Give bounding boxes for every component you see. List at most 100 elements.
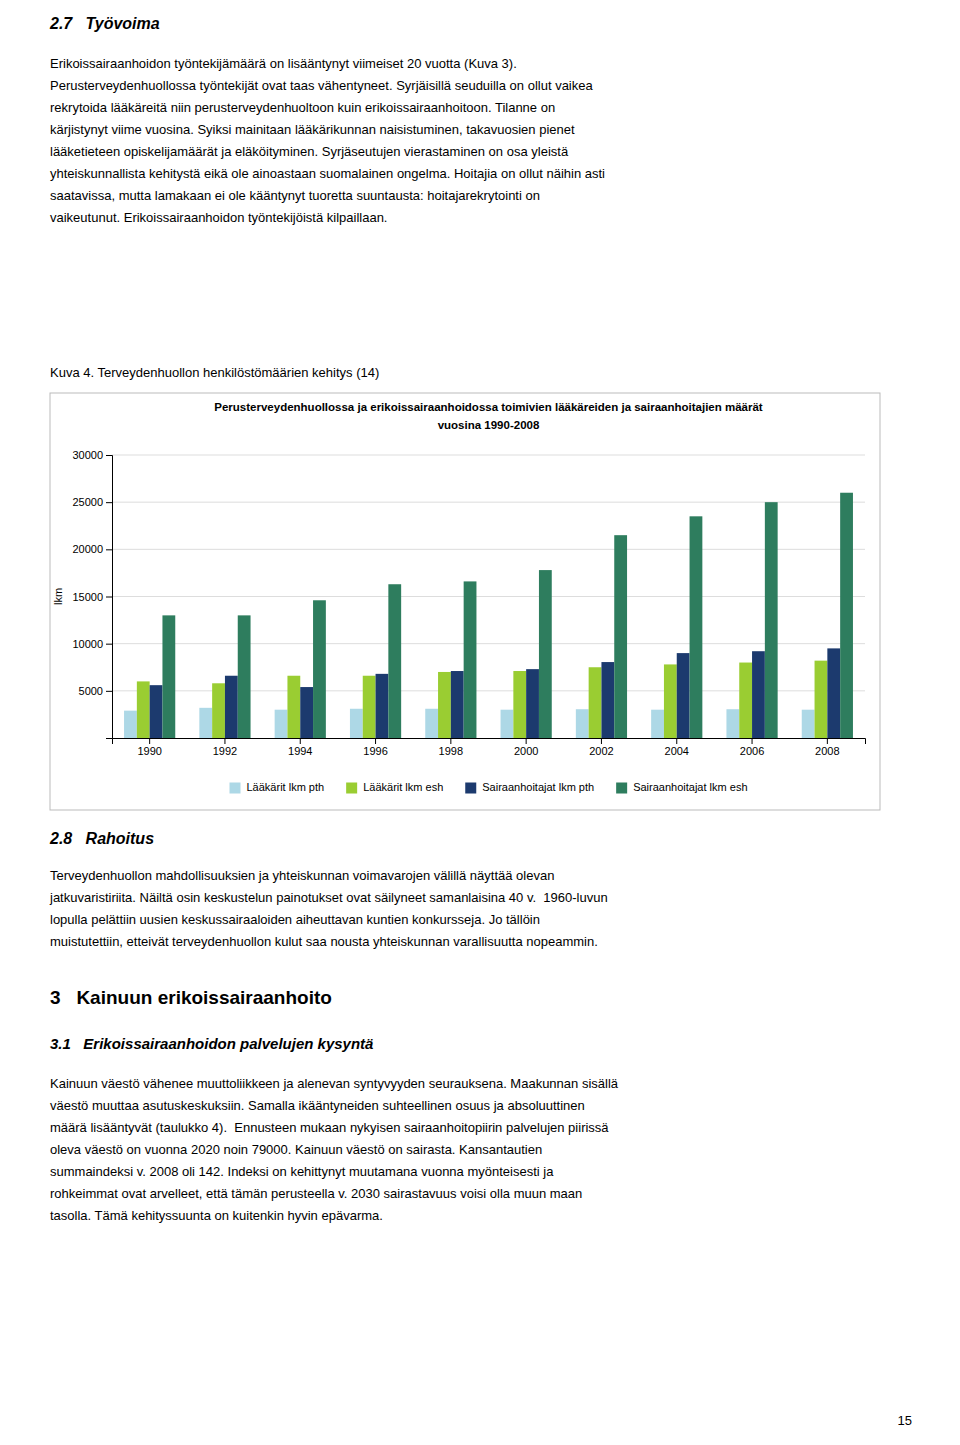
body-text: saatavissa, mutta lamakaan ei ole käänty… (50, 188, 540, 203)
x-tick: 1992 (213, 738, 237, 757)
bar (363, 676, 376, 738)
body-text: Terveydenhuollon mahdollisuuksien ja yht… (50, 868, 554, 883)
bar (350, 709, 363, 738)
bar (225, 676, 238, 738)
legend: Lääkärit lkm pth Lääkärit lkm esh Sairaanh… (230, 781, 748, 794)
bar (827, 648, 840, 738)
bar (614, 535, 627, 738)
body-text: oleva väestö on vuonna 2020 noin 79000. … (50, 1142, 542, 1157)
bar (212, 683, 225, 738)
grid-line (112, 549, 865, 550)
bar (199, 708, 212, 738)
grid-line (112, 502, 865, 503)
bar (752, 651, 765, 738)
legend-swatch (230, 783, 241, 794)
bar (275, 710, 288, 738)
x-tick: 1990 (137, 738, 161, 757)
bar (576, 709, 589, 738)
figure-caption: Kuva 4. Terveydenhuollon henkilöstömääri… (50, 365, 379, 380)
page-number: 15 (898, 1413, 912, 1428)
bar (137, 681, 150, 738)
legend-item: Lääkärit lkm esh (346, 781, 443, 794)
bar (287, 676, 300, 738)
bar (589, 667, 602, 738)
x-axis-line (113, 739, 866, 745)
x-tick-mark (752, 738, 753, 744)
y-tick: 10000 (72, 638, 112, 650)
body-text: muistutettiin, etteivät terveydenhuollon… (50, 934, 598, 949)
y-tick-label: 30000 (72, 449, 103, 461)
bar (651, 710, 664, 738)
x-tick-mark (526, 738, 527, 744)
bar (238, 615, 251, 738)
x-tick-label: 2006 (740, 745, 764, 757)
chart-title: Perusterveydenhuollossa ja erikoissairaa… (214, 401, 763, 413)
legend-label: Lääkärit lkm pth (247, 781, 325, 793)
x-tick: 2004 (665, 738, 689, 757)
x-tick-mark (450, 738, 451, 744)
grid-line (112, 643, 865, 644)
bar (664, 664, 677, 738)
x-axis: 1990 1992 1994 1996 1998 2000 2002 2004 2006 2008 (113, 738, 866, 757)
legend-label: Lääkärit lkm esh (363, 781, 443, 793)
section-heading: 2.8 Rahoitus (49, 830, 154, 847)
x-tick: 1998 (439, 738, 463, 757)
x-tick-label: 1990 (137, 745, 161, 757)
x-tick-label: 2002 (589, 745, 613, 757)
x-tick-label: 2004 (665, 745, 689, 757)
legend-item: Lääkärit lkm pth (230, 781, 325, 794)
body-text: vaikeutunut. Erikoissairaanhoidon työnte… (50, 210, 387, 225)
bar (124, 711, 137, 738)
x-tick: 2006 (740, 738, 764, 757)
section-heading: 2.7 Työvoima (49, 15, 160, 32)
x-tick: 1996 (363, 738, 387, 757)
x-tick-label: 1994 (288, 745, 312, 757)
body-text: Perusterveydenhuollossa työntekijät ovat… (50, 78, 593, 93)
x-tick-mark (676, 738, 677, 744)
body-text: Kainuun väestö vähenee muuttoliikkeen ja… (50, 1076, 619, 1091)
bar (677, 653, 690, 738)
y-tick: 25000 (72, 496, 112, 508)
body-text: kärjistynyt viime vuosina. Syiksi mainit… (50, 122, 575, 137)
body-text: Erikoissairaanhoidon työntekijämäärä on … (50, 56, 517, 71)
chart: Perusterveydenhuollossa ja erikoissairaa… (52, 401, 866, 794)
legend-label: Sairaanhoitajat lkm esh (633, 781, 747, 793)
bar (162, 615, 175, 738)
y-tick-label: 10000 (72, 638, 103, 650)
grid-line (112, 455, 865, 456)
grid-line (112, 596, 865, 597)
bar (840, 493, 853, 738)
bars (124, 493, 853, 738)
bar (438, 672, 451, 738)
bar (539, 570, 552, 738)
bar-series (150, 648, 841, 738)
chapter-heading: 3 Kainuun erikoissairaanhoito (50, 987, 332, 1008)
y-tick-mark (106, 502, 112, 503)
x-tick-label: 1998 (439, 745, 463, 757)
x-tick: 2008 (815, 738, 839, 757)
bar (815, 661, 828, 738)
x-tick: 2000 (514, 738, 538, 757)
body-text: yhteiskunnallista kehitystä eikä ole ain… (50, 166, 605, 181)
y-tick-label: 25000 (72, 496, 103, 508)
y-tick-mark (106, 644, 112, 645)
y-tick-mark (106, 597, 112, 598)
body-text: lääketieteen opiskelijamäärät ja eläköit… (50, 144, 569, 159)
legend-item: Sairaanhoitajat lkm pth (465, 781, 594, 794)
bar (601, 662, 614, 738)
body-text: summaindeksi v. 2008 oli 142. Indeksi on… (50, 1164, 554, 1179)
bar (313, 600, 326, 738)
bar (513, 671, 526, 738)
x-tick-label: 2008 (815, 745, 839, 757)
legend-item: Sairaanhoitajat lkm esh (616, 781, 747, 794)
y-tick: 20000 (72, 543, 112, 555)
x-tick: 2002 (589, 738, 613, 757)
body-text: määrä lisääntyvät (taulukko 4). Ennustee… (50, 1120, 609, 1135)
page: 2.7 Työvoima Erikoissairaanhoidon työntek… (0, 0, 960, 1445)
x-tick: 1994 (288, 738, 312, 757)
y-tick-label: 20000 (72, 543, 103, 555)
y-tick: 30000 (72, 449, 112, 461)
bar (376, 674, 389, 738)
chart-subtitle: vuosina 1990-2008 (438, 419, 540, 431)
y-axis-title: lkm (52, 588, 64, 605)
